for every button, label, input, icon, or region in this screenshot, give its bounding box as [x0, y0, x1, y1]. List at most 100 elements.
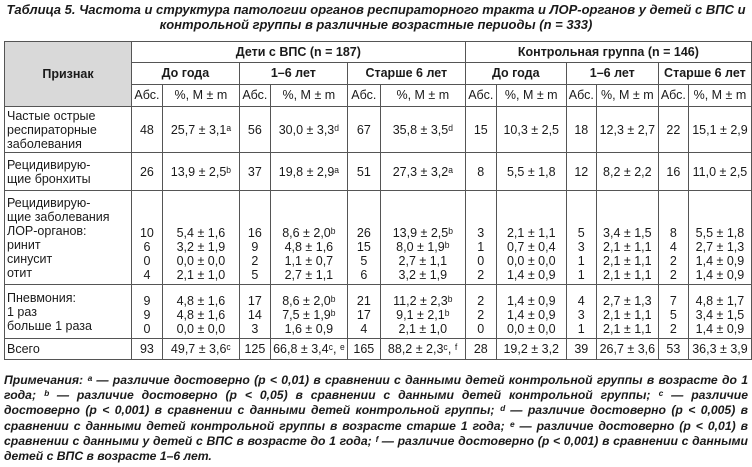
cell-value: 48 [139, 122, 154, 137]
pct-cell: 13,9 ± 2,5ᵇ 8,0 ± 1,9ᵇ 2,7 ± 1,1 3,2 ± 1,9 [379, 190, 466, 285]
cell-value: 2,7 ± 1,3 [695, 240, 745, 254]
abs-cell: 48 [130, 106, 163, 153]
cell-value: 0,7 ± 0,4 [506, 240, 556, 254]
cell-value: 2 [251, 254, 259, 268]
table-row: Всего 93 49,7 ± 3,6ᶜ 125 66,8 ± 3,4ᶜ, ᵉ 165 88… [4, 338, 752, 360]
cell-value: 66,8 ± 3,4ᶜ, ᵉ [273, 342, 345, 356]
cell-value: 88,2 ± 2,3ᶜ, ᶠ [387, 342, 458, 356]
cell-value: 1,4 ± 0,9 [506, 308, 556, 322]
cell-value: 4 [669, 240, 677, 254]
cell-value: 4 [360, 322, 368, 336]
row-label-line: синусит [7, 251, 53, 266]
row-label-line: щие бронхиты [7, 171, 91, 186]
pct-cell: 12,3 ± 2,7 [595, 106, 659, 153]
cell-value: 125 [244, 342, 266, 356]
row-label-line: Всего [7, 342, 40, 356]
cell-value: 14 [247, 308, 262, 322]
cell-value: 10 [139, 226, 154, 240]
abs-cell: 26 15 5 6 [346, 190, 381, 285]
cell-value: 0 [143, 254, 151, 268]
cell-value: 25,7 ± 3,1ᵃ [170, 122, 231, 137]
abs-cell: 37 [238, 152, 271, 191]
table-caption: Таблица 5. Частота и структура патологии… [4, 2, 748, 32]
abs-cell: 165 [346, 338, 381, 360]
cell-value: 4,8 ± 1,6 [176, 294, 226, 308]
row-label-line: больше 1 раза [7, 318, 92, 333]
pct-cell: 1,4 ± 0,9 1,4 ± 0,9 0,0 ± 0,0 [495, 284, 567, 339]
caption-line-2: контрольной группы в различные возрастны… [159, 17, 593, 32]
cell-value: 53 [666, 342, 681, 356]
cell-value: 1,4 ± 0,9 [506, 294, 556, 308]
cell-value: 2 [477, 294, 485, 308]
age-header-under-1: До года [464, 62, 567, 85]
pct-header: %, M ± m [269, 84, 348, 107]
cell-value: 1,4 ± 0,9 [695, 322, 745, 336]
row-label-line: отит [7, 265, 33, 280]
cell-value: 0 [143, 322, 151, 336]
cell-value: 1 [477, 240, 485, 254]
abs-cell: 21 17 4 [346, 284, 381, 339]
cell-value: 1,4 ± 0,9 [506, 268, 556, 282]
cell-value: 2,1 ± 1,1 [603, 240, 652, 254]
cell-value: 93 [139, 342, 154, 356]
cell-value: 9 [143, 294, 151, 308]
age-header-over-6: Старше 6 лет [346, 62, 466, 85]
cell-value: 2 [669, 268, 677, 282]
cell-value: 19,8 ± 2,9ᵃ [278, 164, 339, 179]
cell-value: 0,0 ± 0,0 [176, 322, 226, 336]
pct-cell: 66,8 ± 3,4ᶜ, ᵉ [269, 338, 348, 360]
abs-header: Абс. [565, 84, 597, 107]
cell-value: 22 [666, 122, 681, 137]
cell-value: 36,3 ± 3,9 [692, 342, 748, 356]
cell-value: 2 [669, 322, 677, 336]
cell-value: 11,0 ± 2,5 [692, 164, 748, 179]
cell-value: 3,2 ± 1,9 [398, 268, 448, 282]
pct-cell: 10,3 ± 2,5 [495, 106, 567, 153]
cell-value: 3,4 ± 1,5 [695, 308, 745, 322]
pct-cell: 19,2 ± 3,2 [495, 338, 567, 360]
abs-cell: 8 [464, 152, 497, 191]
cell-value: 1,4 ± 0,9 [695, 268, 745, 282]
cell-value: 2,7 ± 1,3 [603, 294, 652, 308]
row-label-line: ЛОР-органов: [7, 223, 87, 238]
abs-cell: 93 [130, 338, 163, 360]
cell-value: 8 [477, 164, 485, 179]
age-header-over-6: Старше 6 лет [657, 62, 752, 85]
pct-cell: 36,3 ± 3,9 [687, 338, 752, 360]
cell-value: 49,7 ± 3,6ᶜ [170, 342, 231, 356]
cell-value: 5 [577, 226, 585, 240]
abs-cell: 10 6 0 4 [130, 190, 163, 285]
abs-cell: 18 [565, 106, 597, 153]
table-row: Пневмония: 1 раз больше 1 раза 9 9 0 4,8 ± 1,6… [4, 284, 752, 339]
pct-cell: 11,2 ± 2,3ᵇ 9,1 ± 2,1ᵇ 2,1 ± 1,0 [379, 284, 466, 339]
cell-value: 39 [574, 342, 589, 356]
abs-cell: 17 14 3 [238, 284, 271, 339]
pct-cell: 8,2 ± 2,2 [595, 152, 659, 191]
table-body: Частые острые респираторные заболевания 48 2… [4, 106, 752, 360]
cell-value: 2,7 ± 1,1 [398, 254, 448, 268]
cell-value: 8,0 ± 1,9ᵇ [396, 240, 450, 254]
cell-value: 21 [356, 294, 371, 308]
cell-value: 2 [477, 308, 485, 322]
abs-header: Абс. [238, 84, 271, 107]
abs-cell: 39 [565, 338, 597, 360]
pct-cell: 5,5 ± 1,8 2,7 ± 1,3 1,4 ± 0,9 1,4 ± 0,9 [687, 190, 752, 285]
abs-header: Абс. [130, 84, 163, 107]
cell-value: 11,2 ± 2,3ᵇ [393, 294, 453, 308]
pct-cell: 30,0 ± 3,3ᵈ [269, 106, 348, 153]
row-label: Всего [4, 338, 132, 360]
cell-value: 0 [477, 254, 485, 268]
cell-value: 4,8 ± 1,7 [695, 294, 745, 308]
pct-header: %, M ± m [595, 84, 659, 107]
row-label-line: Частые острые [7, 108, 96, 123]
cell-value: 3 [251, 322, 259, 336]
cell-value: 2 [477, 268, 485, 282]
cell-value: 18 [574, 122, 589, 137]
cell-value: 8,2 ± 2,2 [603, 164, 652, 179]
pct-cell: 2,7 ± 1,3 2,1 ± 1,1 2,1 ± 1,1 [595, 284, 659, 339]
